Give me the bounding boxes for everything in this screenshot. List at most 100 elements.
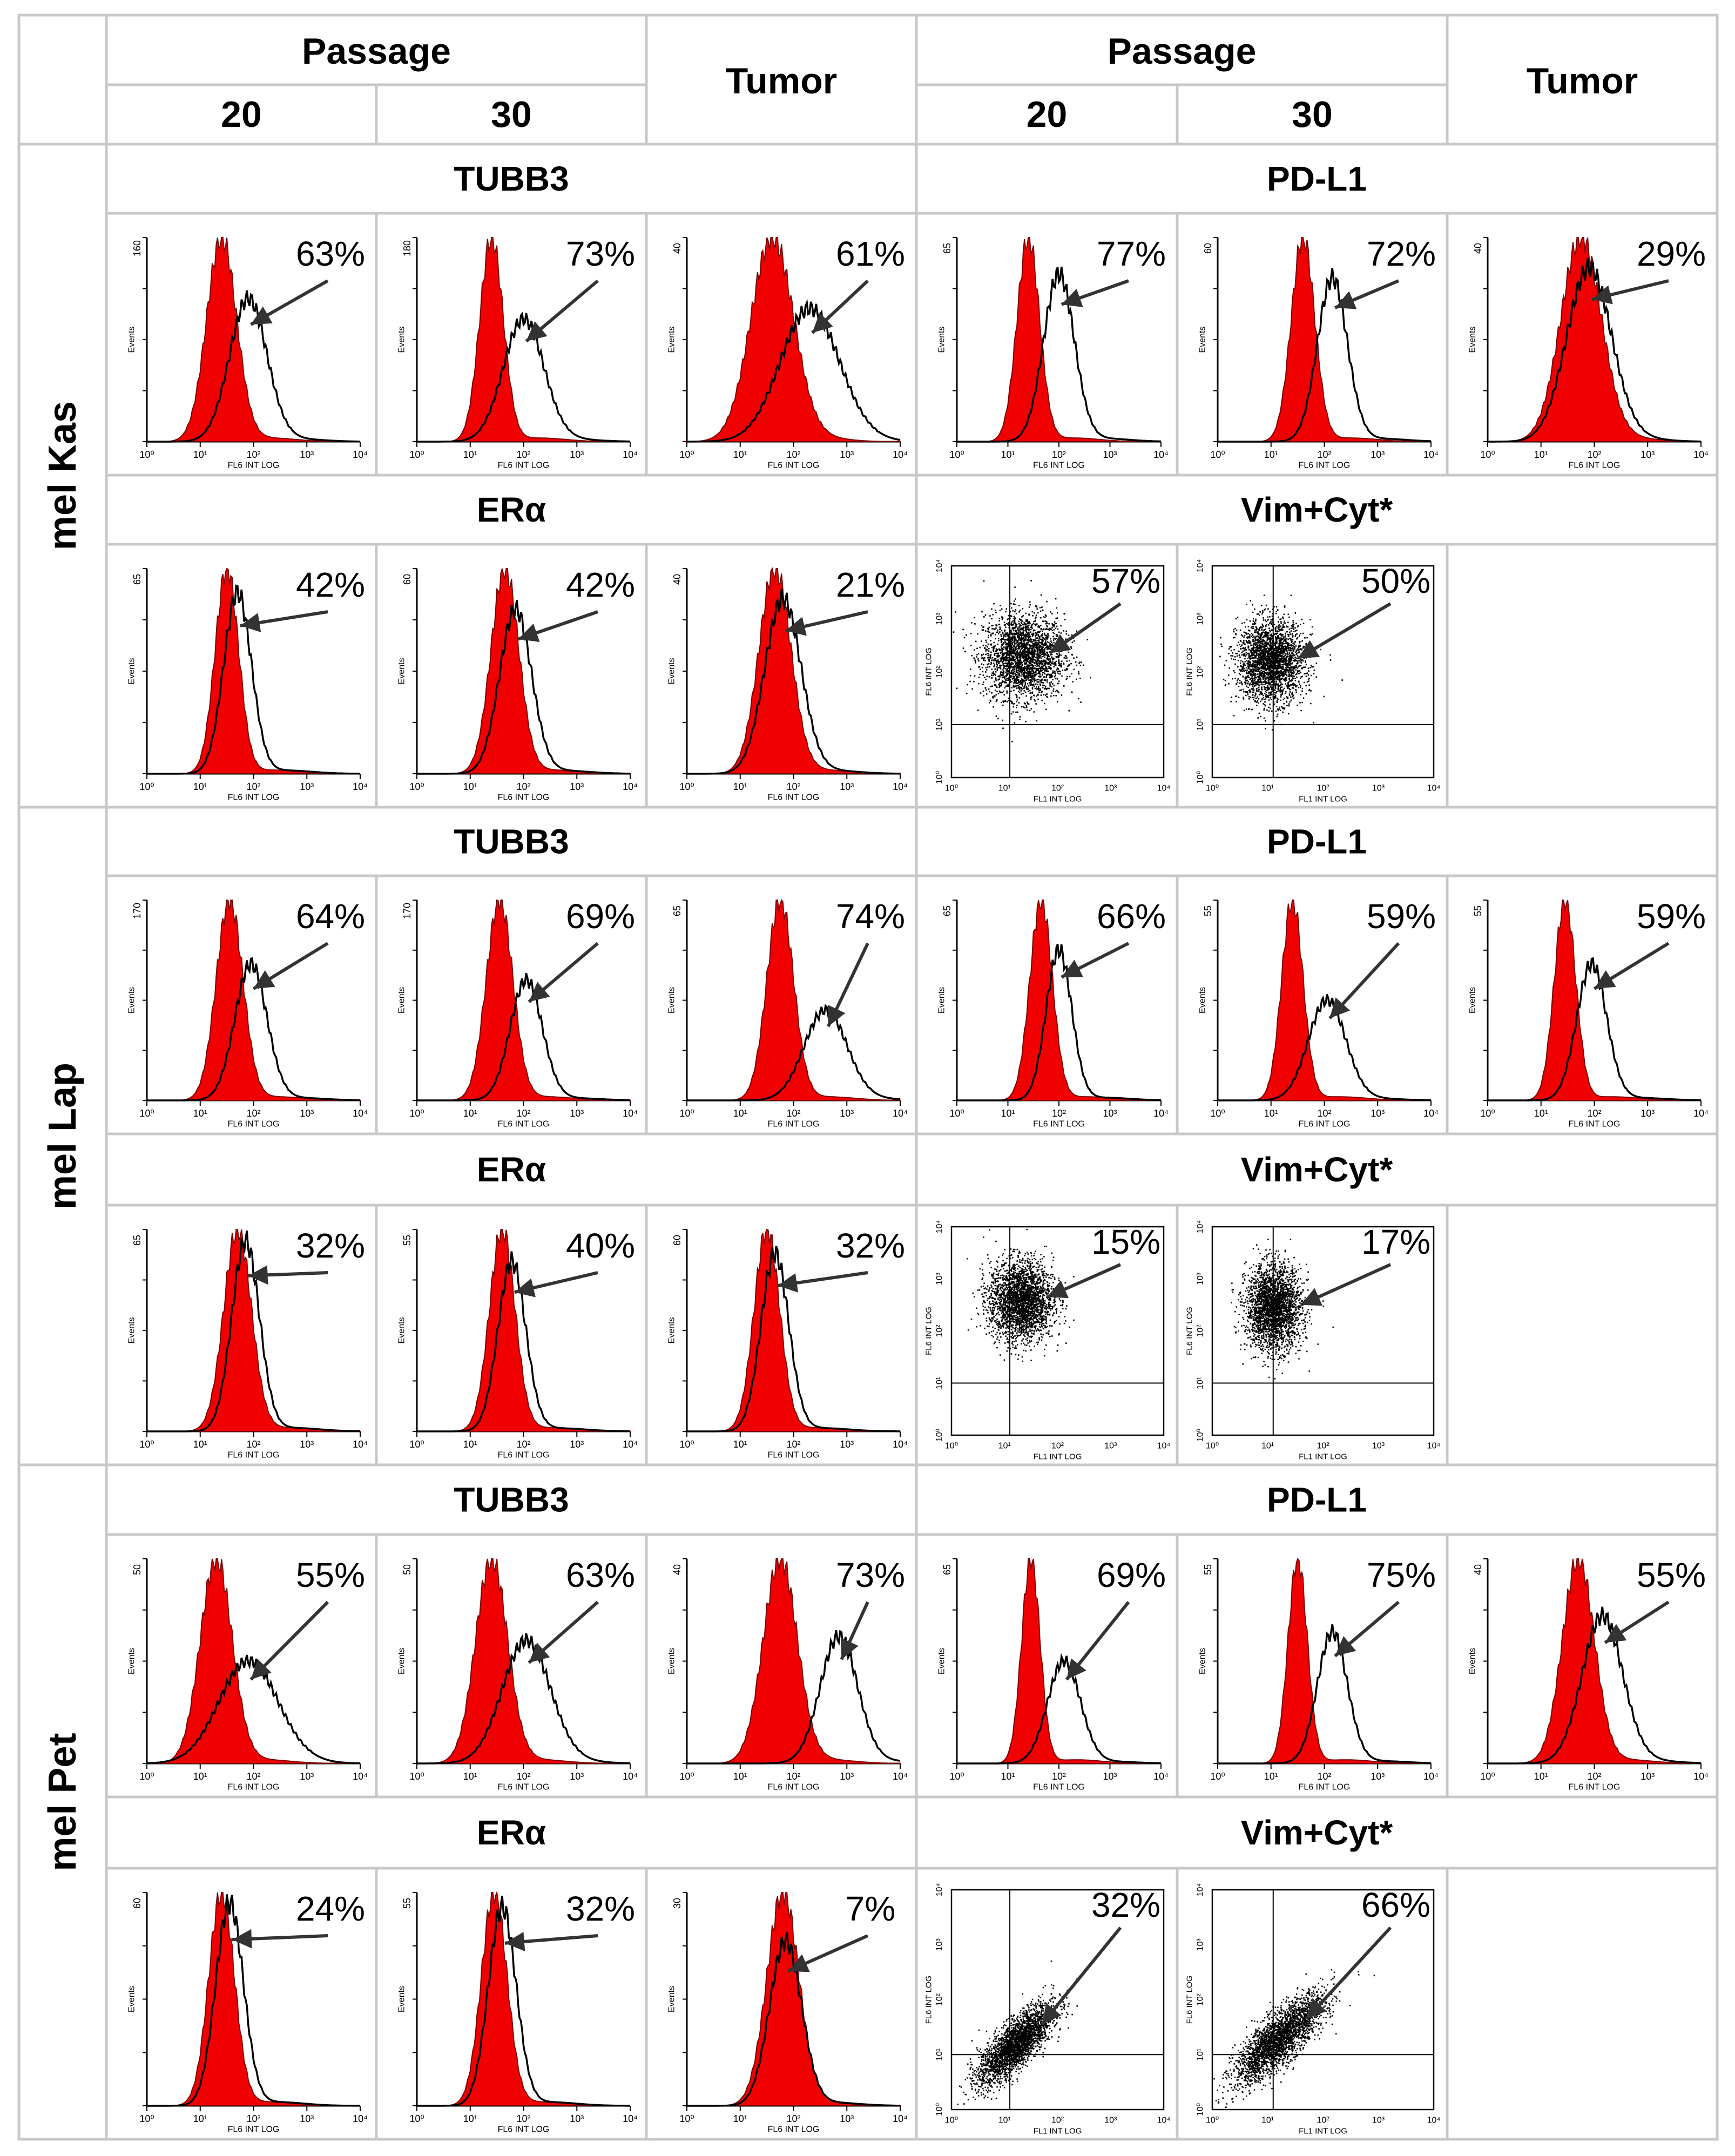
dot-x-tick-label: 10⁰ [945,784,958,793]
histogram-x-tick-label: 10² [1587,1771,1601,1782]
histogram-x-axis-label: FL6 INT LOG [498,2125,550,2134]
histogram-x-tick-label: 10¹ [193,1108,207,1119]
histogram-y-max-label: 50 [402,1564,413,1575]
histogram-y-axis-label: Events [937,1648,947,1674]
histogram-x-tick-label: 10³ [840,2113,854,2124]
histogram-y-max-label: 40 [1473,243,1483,254]
histogram-x-tick-label: 10² [246,1108,260,1119]
cell-line-label: mel Lap [41,1063,84,1209]
dot-x-tick-label: 10¹ [998,2116,1011,2125]
histogram-x-tick-label: 10⁰ [409,1108,424,1119]
stained-histogram [1488,957,1702,1101]
histogram-x-tick-label: 10¹ [733,781,747,792]
marker-label-left: TUBB3 [454,822,569,861]
histogram-y-axis-label: Events [397,1648,407,1674]
histogram-x-tick-label: 10⁴ [893,1108,908,1119]
histogram-x-axis-label: FL6 INT LOG [228,793,280,802]
histogram-x-tick-label: 10³ [300,1108,314,1119]
stained-histogram [687,299,901,443]
histogram-x-tick-label: 10² [1052,1108,1066,1119]
histogram-x-tick-label: 10⁴ [353,1439,368,1450]
histogram-x-tick-label: 10⁰ [409,449,424,460]
histogram-y-max-label: 65 [942,1564,953,1575]
percent-positive-label: 32% [566,1889,635,1928]
percent-positive-label: 21% [836,565,905,604]
dot-x-tick-label: 10⁰ [1206,1442,1219,1451]
arrow-head [840,1638,859,1660]
dot-plot-frame [1211,565,1435,779]
arrow-head [777,1273,799,1293]
arrow-head [504,1931,525,1951]
arrow-shaft [1305,1926,1392,2020]
dot-x-tick-label: 10⁴ [1157,1442,1171,1451]
arrow-head [253,970,275,989]
dot-y-tick-label: 10³ [935,612,944,625]
histogram-x-tick-label: 10¹ [1534,1771,1548,1782]
histogram-y-max-label: 60 [1203,243,1213,254]
histogram-panel: 10⁰ 10¹ 10² 10³ 10⁴ 55 Events FL6 INT LOG 59% [1198,897,1439,1129]
arrow-head [1298,640,1320,659]
percent-positive-label: 61% [836,234,905,273]
header-passage-20-left: 20 [221,94,262,135]
histogram-x-tick-label: 10⁴ [353,781,368,792]
histogram-x-tick-label: 10³ [1103,449,1117,460]
histogram-x-axis-label: FL6 INT LOG [228,2125,280,2134]
histogram-y-max-label: 60 [672,1235,683,1246]
histogram-x-tick-label: 10² [1587,449,1601,460]
histogram-x-tick-label: 10⁰ [409,1439,424,1450]
histogram-y-max-label: 55 [402,1898,413,1909]
histogram-x-tick-label: 10² [786,2113,800,2124]
histogram-x-tick-label: 10⁴ [893,781,908,792]
percent-positive-label: 73% [566,234,635,273]
stained-histogram [146,1654,361,1765]
histogram-x-tick-label: 10² [786,1108,800,1119]
dot-y-axis-label: FL6 INT LOG [924,647,934,696]
histogram-x-tick-label: 10⁰ [139,1439,154,1450]
histogram-x-axis-label: FL6 INT LOG [228,1783,280,1792]
dot-y-tick-label: 10⁰ [935,1429,944,1442]
dot-x-tick-label: 10² [1051,2116,1064,2125]
dot-y-tick-label: 10⁰ [1196,771,1205,784]
histogram-x-tick-label: 10⁴ [1153,449,1169,460]
histogram-x-tick-label: 10² [786,449,800,460]
histogram-panel: 10⁰ 10¹ 10² 10³ 10⁴ 170 Events FL6 INT LOG 69% [397,897,638,1129]
histogram-panel: 10⁰ 10¹ 10² 10³ 10⁴ 170 Events FL6 INT LOG 64% [127,897,368,1129]
dot-x-tick-label: 10¹ [1261,2116,1274,2125]
percent-positive-label: 77% [1097,234,1166,273]
arrow-head [518,623,540,643]
stained-histogram [417,1895,630,2107]
histogram-x-tick-label: 10⁴ [623,449,638,460]
histogram-x-tick-label: 10³ [1641,1771,1655,1782]
histogram-y-max-label: 40 [672,243,683,254]
dot-y-axis-label: FL6 INT LOG [924,1307,934,1355]
histogram-x-tick-label: 10⁴ [623,781,638,792]
header-passage-20-right: 20 [1027,94,1068,135]
histogram-y-axis-label: Events [1198,987,1207,1013]
histogram-x-tick-label: 10⁴ [623,2113,638,2124]
histogram-x-tick-label: 10² [786,781,800,792]
event-dots [967,1228,1075,1362]
event-dots [953,580,1091,742]
dot-x-tick-label: 10³ [1104,2116,1117,2125]
arrow-head [1061,959,1083,977]
histogram-y-axis-label: Events [1198,327,1207,353]
histogram-x-axis-label: FL6 INT LOG [768,461,820,470]
histogram-y-max-label: 60 [402,574,413,585]
histogram-y-max-label: 160 [132,240,143,256]
stained-histogram [417,1633,630,1765]
histogram-x-tick-label: 10¹ [733,1771,747,1782]
arrow-head [812,312,833,333]
histogram-x-tick-label: 10³ [1103,1771,1117,1782]
arrow-head [785,617,807,636]
histogram-y-axis-label: Events [127,1317,137,1344]
histogram-x-tick-label: 10¹ [733,449,747,460]
percent-positive-label: 63% [296,234,365,273]
dot-plot-frame [950,565,1165,779]
histogram-panel: 10⁰ 10¹ 10² 10³ 10⁴ 40 Events FL6 INT LOG 55% [1468,1556,1709,1792]
histogram-x-tick-label: 10⁰ [409,1771,424,1782]
histogram-x-tick-label: 10² [1317,1108,1331,1119]
table-border [17,13,1719,2141]
percent-positive-label: 42% [296,565,365,604]
histogram-y-max-label: 170 [132,903,143,919]
